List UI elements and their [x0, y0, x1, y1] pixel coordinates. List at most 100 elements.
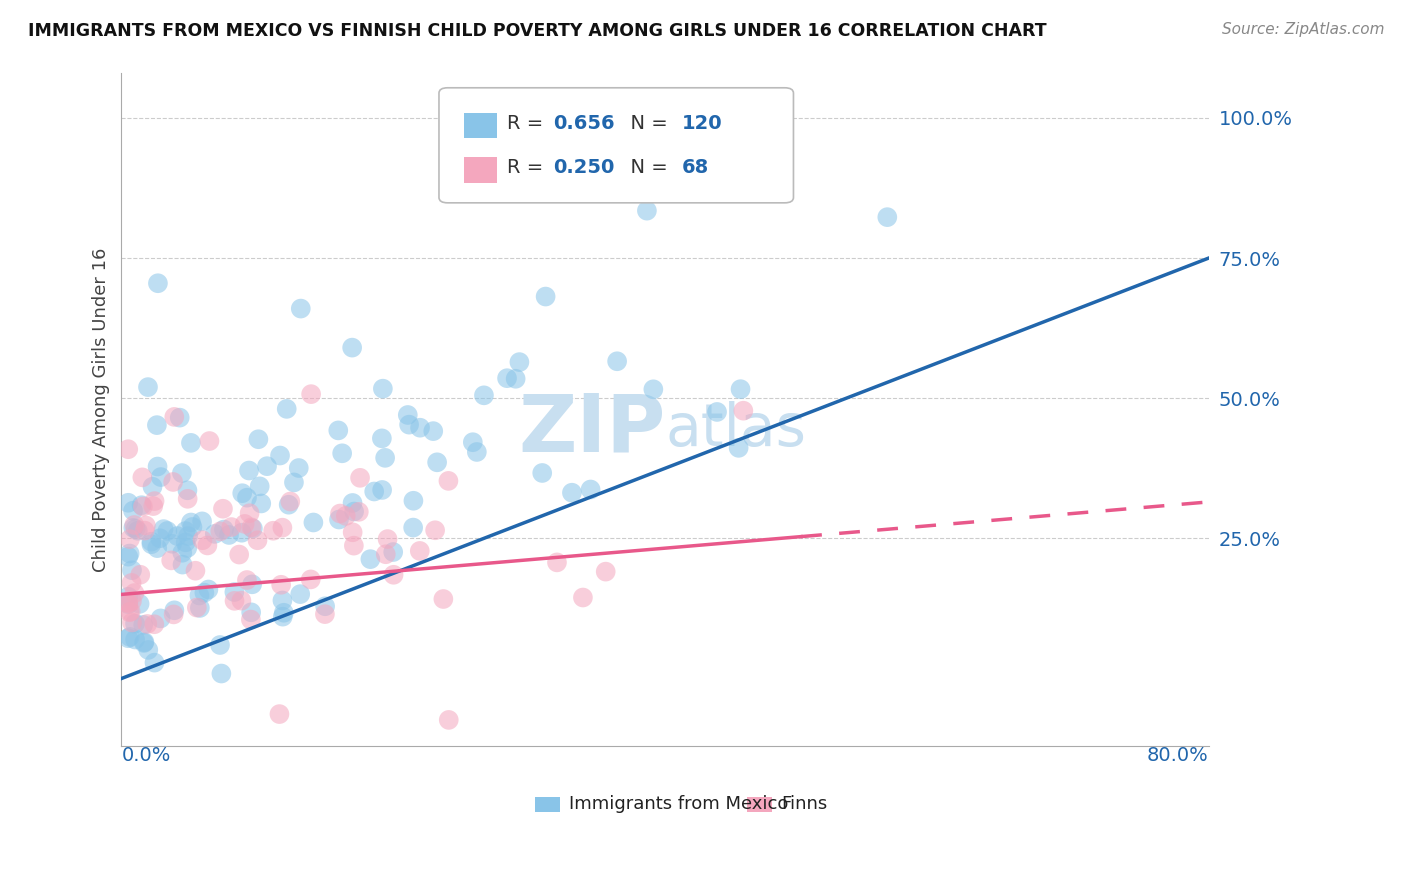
Point [121, 615, 143, 630]
Point [271, 593, 294, 607]
Point [579, 483, 602, 497]
Point [209, 524, 232, 539]
Point [143, 494, 166, 508]
Point [121, 575, 143, 590]
Point [170, 466, 193, 480]
Point [636, 203, 658, 218]
Point [335, 508, 357, 523]
Point [546, 555, 568, 569]
Point [124, 632, 146, 647]
Point [347, 505, 370, 519]
Point [122, 504, 145, 518]
Point [146, 418, 169, 433]
Point [118, 547, 141, 561]
Point [595, 565, 617, 579]
Point [172, 546, 194, 560]
Point [152, 522, 174, 536]
Text: atlas: atlas [665, 401, 806, 458]
Point [534, 289, 557, 303]
Point [169, 410, 191, 425]
Point [135, 518, 157, 533]
Point [727, 441, 749, 455]
Point [276, 401, 298, 416]
Point [143, 617, 166, 632]
Point [270, 578, 292, 592]
Point [329, 507, 352, 521]
Point [143, 656, 166, 670]
Point [209, 666, 232, 681]
Y-axis label: Child Poverty Among Girls Under 16: Child Poverty Among Girls Under 16 [93, 247, 110, 572]
Point [314, 599, 336, 614]
Point [269, 707, 291, 722]
Point [236, 573, 259, 587]
Point [122, 521, 145, 535]
Point [409, 544, 432, 558]
Point [146, 277, 169, 291]
Point [505, 372, 527, 386]
Point [238, 463, 260, 477]
Point [236, 491, 259, 505]
Point [343, 539, 366, 553]
Point [117, 596, 139, 610]
Text: 80.0%: 80.0% [1147, 746, 1209, 764]
Point [262, 524, 284, 538]
Point [127, 524, 149, 538]
Point [176, 491, 198, 506]
Point [371, 431, 394, 445]
Point [132, 618, 155, 632]
Point [330, 446, 353, 460]
Point [246, 533, 269, 548]
Point [342, 525, 364, 540]
Point [149, 611, 172, 625]
Point [204, 527, 226, 541]
Point [156, 524, 179, 538]
Point [208, 638, 231, 652]
Point [117, 442, 139, 457]
Point [162, 475, 184, 489]
Point [402, 520, 425, 534]
Point [290, 301, 312, 316]
Point [197, 538, 219, 552]
Text: ZIP: ZIP [517, 391, 665, 468]
Point [561, 485, 583, 500]
Point [181, 520, 204, 534]
Point [228, 548, 250, 562]
Point [730, 382, 752, 396]
Text: 0.0%: 0.0% [121, 746, 170, 764]
Point [572, 591, 595, 605]
Point [277, 498, 299, 512]
Point [240, 577, 263, 591]
Point [117, 597, 139, 611]
Point [212, 523, 235, 537]
Text: 68: 68 [682, 159, 709, 178]
Text: Immigrants from Mexico: Immigrants from Mexico [569, 796, 789, 814]
Point [349, 471, 371, 485]
Point [363, 484, 385, 499]
Point [371, 382, 394, 396]
Point [382, 545, 405, 559]
Point [136, 616, 159, 631]
Point [437, 474, 460, 488]
Point [374, 450, 396, 465]
FancyBboxPatch shape [534, 797, 560, 812]
Point [287, 461, 309, 475]
Text: N =: N = [619, 114, 675, 133]
Point [224, 594, 246, 608]
Point [233, 516, 256, 531]
Point [146, 541, 169, 555]
Point [340, 341, 363, 355]
Point [224, 585, 246, 599]
Point [146, 459, 169, 474]
Point [402, 493, 425, 508]
Point [141, 480, 163, 494]
FancyBboxPatch shape [464, 112, 496, 138]
Point [733, 403, 755, 417]
Point [422, 424, 444, 438]
Point [432, 592, 454, 607]
Point [472, 388, 495, 402]
Text: N =: N = [619, 159, 675, 178]
Point [121, 594, 143, 608]
Point [299, 573, 322, 587]
Point [231, 525, 253, 540]
Point [269, 449, 291, 463]
